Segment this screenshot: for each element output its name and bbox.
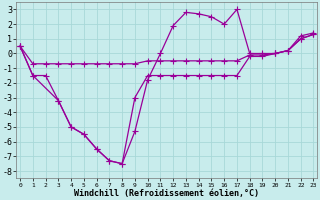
X-axis label: Windchill (Refroidissement éolien,°C): Windchill (Refroidissement éolien,°C) bbox=[74, 189, 259, 198]
